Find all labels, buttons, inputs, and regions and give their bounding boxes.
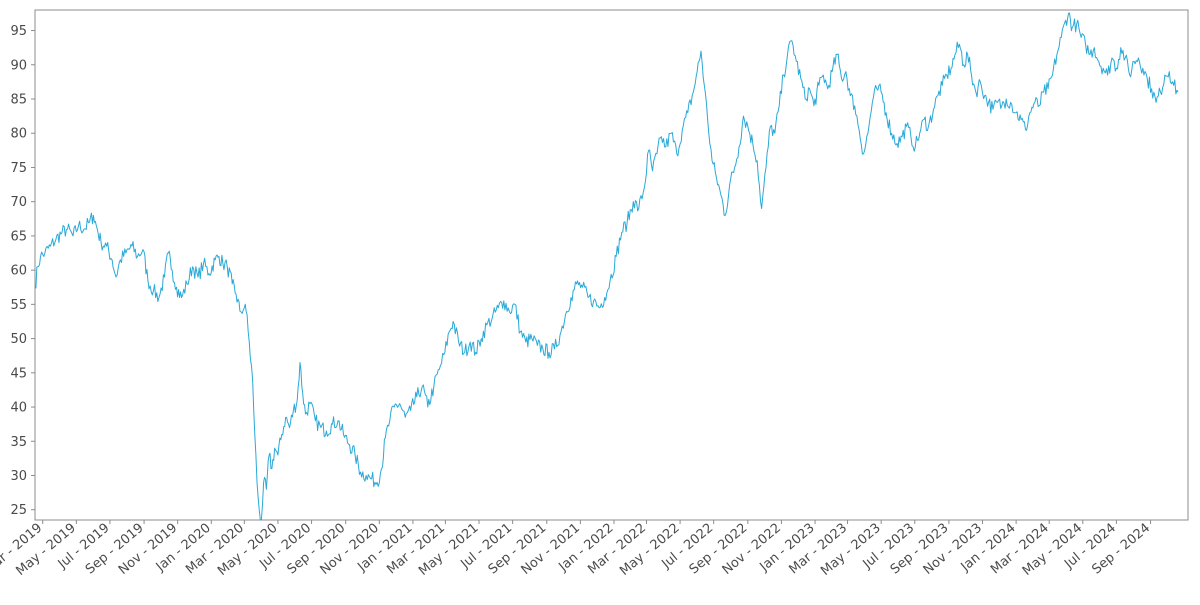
y-tick-label: 55 <box>10 298 27 313</box>
y-tick-label: 45 <box>10 366 27 381</box>
y-axis: 25 30 35 40 45 50 55 60 65 70 75 80 85 90 95 <box>10 24 35 518</box>
price-series-line <box>34 12 1179 521</box>
y-tick-label: 75 <box>10 161 27 176</box>
series-layer <box>34 12 1179 521</box>
y-tick-label: 60 <box>10 264 27 279</box>
y-tick-label: 40 <box>10 401 27 416</box>
y-tick-label: 65 <box>10 229 27 244</box>
y-tick-label: 90 <box>10 58 27 73</box>
y-tick-label: 30 <box>10 469 27 484</box>
y-tick-label: 85 <box>10 92 27 107</box>
y-tick-label: 35 <box>10 435 27 450</box>
y-tick-label: 70 <box>10 195 27 210</box>
y-tick-label: 50 <box>10 332 27 347</box>
y-tick-label: 25 <box>10 503 27 518</box>
y-tick-label: 80 <box>10 127 27 142</box>
y-tick-label: 95 <box>10 24 27 39</box>
plot-area-frame <box>34 9 1189 521</box>
